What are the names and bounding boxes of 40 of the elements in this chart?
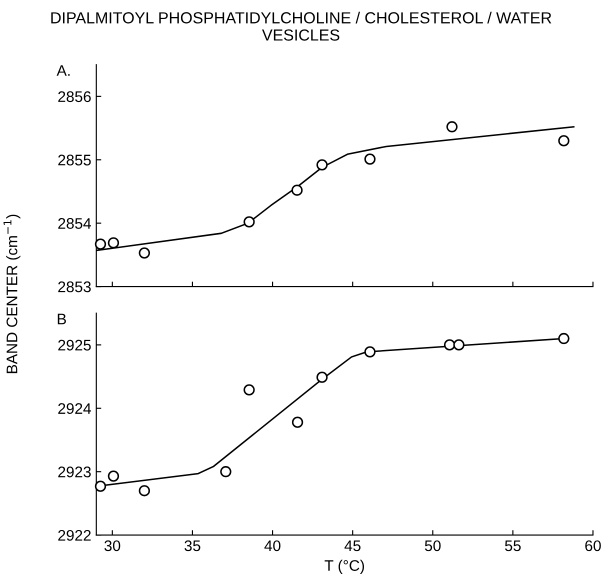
point	[453, 339, 464, 351]
y-tick-label: 2925	[58, 340, 91, 351]
x-tick-label: 40	[264, 540, 280, 552]
y-tick-label: 2924	[58, 403, 92, 414]
x-tick-label: 50	[424, 540, 441, 552]
point	[220, 466, 232, 478]
point	[138, 247, 150, 259]
x-tick-label: 45	[344, 540, 361, 552]
y-tick-label: 2856	[58, 91, 91, 102]
x-tick-label: 55	[504, 540, 521, 552]
x-tick-label: 60	[585, 540, 601, 552]
point	[316, 159, 328, 170]
point	[291, 184, 303, 196]
y-tick-label: 2923	[58, 466, 91, 478]
y-tick-label: 2854	[58, 218, 92, 229]
x-tick-label: 30	[104, 540, 120, 552]
point	[558, 135, 570, 146]
point	[446, 121, 458, 132]
point	[108, 470, 120, 482]
point	[364, 154, 376, 165]
text: A.	[56, 65, 70, 76]
point	[558, 332, 570, 344]
text: B	[58, 314, 66, 324]
y-tick-label: 2922	[58, 530, 91, 541]
x-axis-title: T (°C)	[324, 560, 364, 574]
point	[244, 384, 255, 396]
point	[364, 346, 376, 358]
point	[316, 372, 328, 383]
point	[138, 485, 150, 496]
point	[244, 216, 255, 228]
chart-title: DIPALMITOYL PHOSPHATIDYLCHOLINE / CHOLESTEROL / WATER VESICLES	[51, 12, 552, 41]
y-axis-title: BAND CENTER (cm$^{−1}$)	[4, 214, 20, 374]
point	[444, 339, 456, 351]
point	[94, 238, 106, 250]
point	[292, 416, 304, 428]
point	[108, 237, 120, 248]
point	[94, 480, 106, 492]
x-tick-label: 35	[184, 540, 200, 552]
y-tick-label: 2855	[58, 154, 91, 166]
y-tick-label: 2853	[58, 281, 91, 292]
